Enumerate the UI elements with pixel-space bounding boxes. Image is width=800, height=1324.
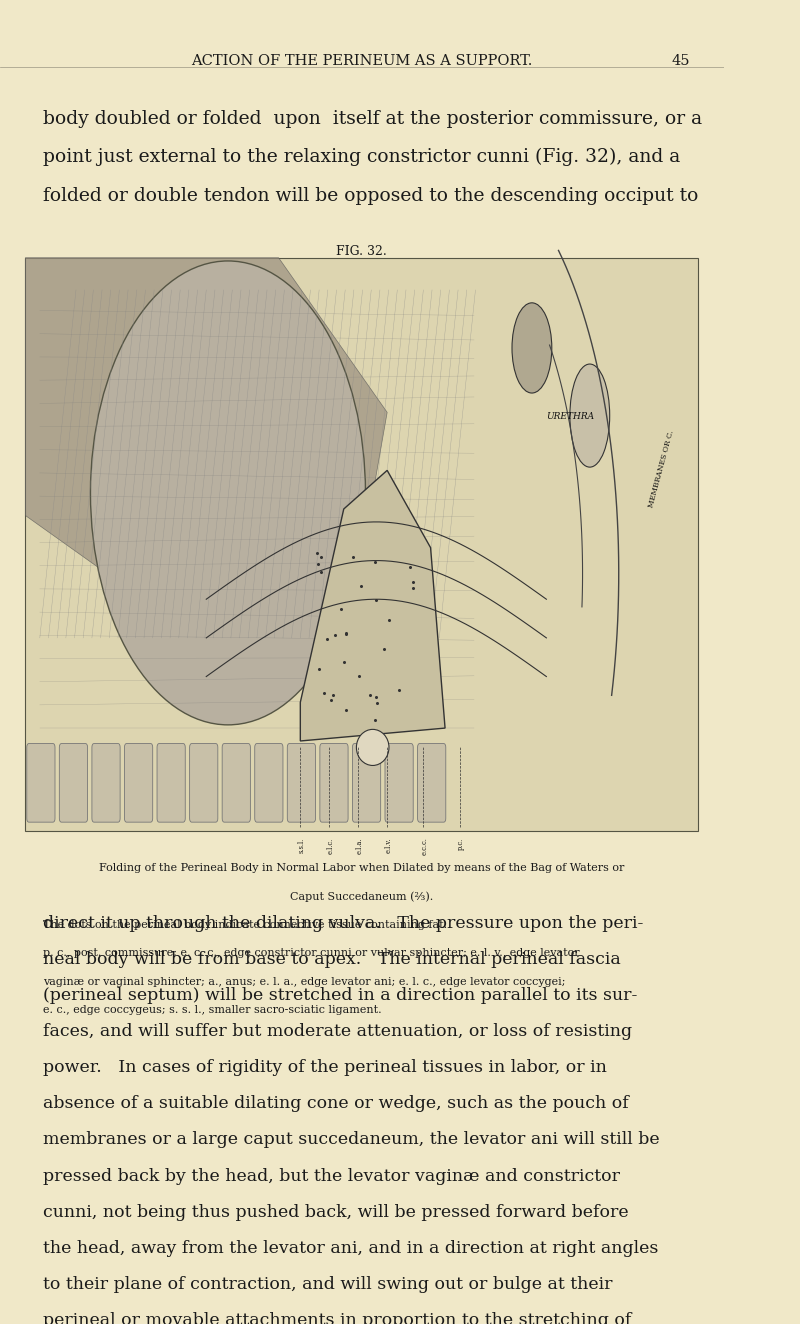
- Text: e.c.c.: e.c.c.: [421, 838, 429, 855]
- Text: p. c., post. commissure; e. c. c., edge constrictor cunni or vulvar sphincter; e: p. c., post. commissure; e. c. c., edge …: [43, 948, 580, 959]
- Text: The dots on the perineal body indicate connective tissue containing fat.: The dots on the perineal body indicate c…: [43, 920, 447, 929]
- Polygon shape: [26, 258, 387, 670]
- Text: absence of a suitable dilating cone or wedge, such as the pouch of: absence of a suitable dilating cone or w…: [43, 1095, 629, 1112]
- FancyBboxPatch shape: [222, 744, 250, 822]
- Text: the head, away from the levator ani, and in a direction at right angles: the head, away from the levator ani, and…: [43, 1239, 658, 1256]
- Text: s.s.l.: s.s.l.: [298, 838, 306, 853]
- FancyBboxPatch shape: [287, 744, 315, 822]
- Ellipse shape: [512, 303, 552, 393]
- Ellipse shape: [570, 364, 610, 467]
- Text: e.l.c.: e.l.c.: [326, 838, 334, 854]
- Text: direct it up through the dilating vulva.   The pressure upon the peri-: direct it up through the dilating vulva.…: [43, 915, 644, 932]
- Text: (perineal septum) will be stretched in a direction parallel to its sur-: (perineal septum) will be stretched in a…: [43, 988, 638, 1004]
- Text: ACTION OF THE PERINEUM AS A SUPPORT.: ACTION OF THE PERINEUM AS A SUPPORT.: [191, 54, 533, 68]
- FancyBboxPatch shape: [125, 744, 153, 822]
- FancyBboxPatch shape: [92, 744, 120, 822]
- Text: cunni, not being thus pushed back, will be pressed forward before: cunni, not being thus pushed back, will …: [43, 1204, 629, 1221]
- Text: neal body will be from base to apex.   The internal perineal fascia: neal body will be from base to apex. The…: [43, 951, 621, 968]
- FancyBboxPatch shape: [320, 744, 348, 822]
- Text: FIG. 32.: FIG. 32.: [337, 245, 387, 258]
- Text: power.   In cases of rigidity of the perineal tissues in labor, or in: power. In cases of rigidity of the perin…: [43, 1059, 607, 1076]
- Text: e. c., edge coccygeus; s. s. l., smaller sacro-sciatic ligament.: e. c., edge coccygeus; s. s. l., smaller…: [43, 1005, 382, 1016]
- FancyBboxPatch shape: [254, 744, 283, 822]
- Text: perineal or movable attachments in proportion to the stretching of: perineal or movable attachments in propo…: [43, 1312, 632, 1324]
- Text: vaginæ or vaginal sphincter; a., anus; e. l. a., edge levator ani; e. l. c., edg: vaginæ or vaginal sphincter; a., anus; e…: [43, 977, 566, 986]
- FancyBboxPatch shape: [418, 744, 446, 822]
- Text: Caput Succedaneum (⅔).: Caput Succedaneum (⅔).: [290, 892, 434, 903]
- Text: e.l.a.: e.l.a.: [355, 838, 363, 854]
- Text: p.c.: p.c.: [457, 838, 465, 850]
- FancyBboxPatch shape: [157, 744, 186, 822]
- FancyBboxPatch shape: [26, 744, 55, 822]
- Text: body doubled or folded  upon  itself at the posterior commissure, or a: body doubled or folded upon itself at th…: [43, 110, 702, 127]
- Text: MEMBRANES OR C.: MEMBRANES OR C.: [648, 430, 676, 508]
- Text: Folding of the Perineal Body in Normal Labor when Dilated by means of the Bag of: Folding of the Perineal Body in Normal L…: [99, 863, 625, 874]
- Text: folded or double tendon will be opposed to the descending occiput to: folded or double tendon will be opposed …: [43, 187, 698, 205]
- FancyBboxPatch shape: [353, 744, 381, 822]
- Ellipse shape: [90, 261, 366, 724]
- FancyBboxPatch shape: [190, 744, 218, 822]
- Polygon shape: [300, 470, 445, 741]
- Ellipse shape: [357, 730, 389, 765]
- FancyBboxPatch shape: [385, 744, 414, 822]
- Text: pressed back by the head, but the levator vaginæ and constrictor: pressed back by the head, but the levato…: [43, 1168, 621, 1185]
- Text: URETHRA: URETHRA: [546, 412, 594, 421]
- FancyBboxPatch shape: [26, 258, 698, 831]
- Text: to their plane of contraction, and will swing out or bulge at their: to their plane of contraction, and will …: [43, 1276, 613, 1292]
- Text: 45: 45: [671, 54, 690, 68]
- FancyBboxPatch shape: [59, 744, 87, 822]
- Text: membranes or a large caput succedaneum, the levator ani will still be: membranes or a large caput succedaneum, …: [43, 1132, 660, 1148]
- Text: faces, and will suffer but moderate attenuation, or loss of resisting: faces, and will suffer but moderate atte…: [43, 1023, 633, 1041]
- Text: point just external to the relaxing constrictor cunni (Fig. 32), and a: point just external to the relaxing cons…: [43, 148, 681, 167]
- Text: e.l.v.: e.l.v.: [384, 838, 392, 853]
